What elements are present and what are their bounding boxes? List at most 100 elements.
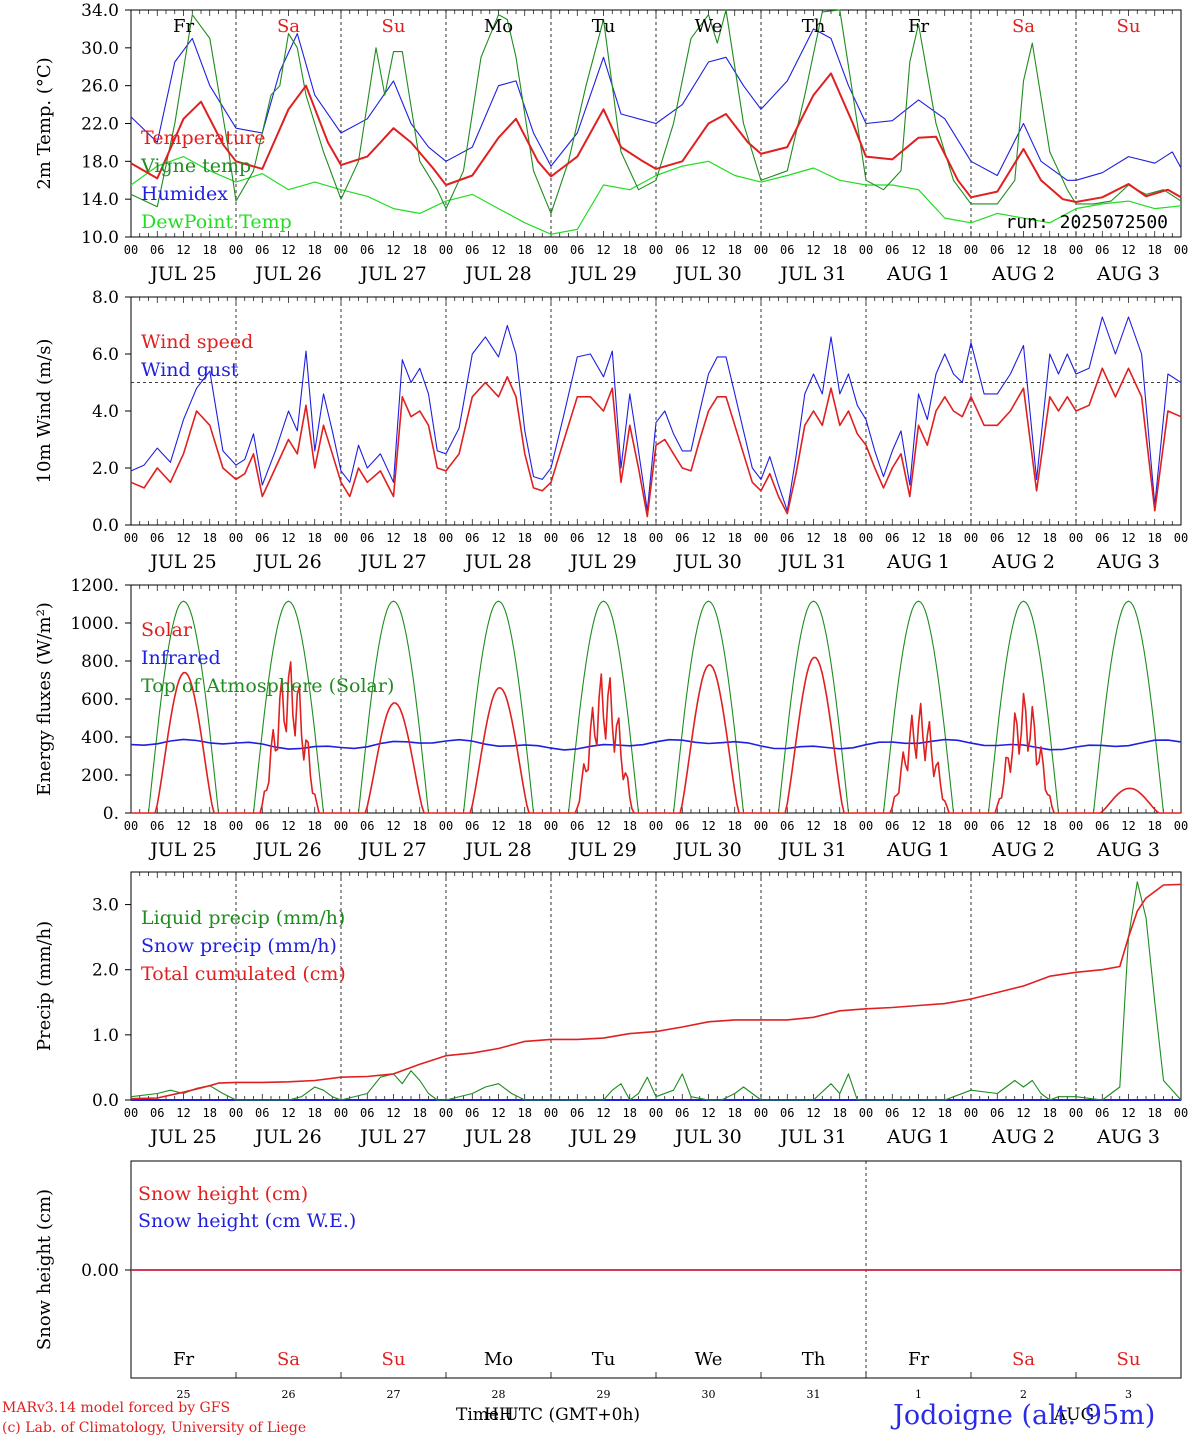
hour-tick-label: 12 [701, 531, 715, 545]
hour-tick-label: 00 [439, 1106, 453, 1120]
hour-tick-label: 12 [176, 531, 190, 545]
weekday-label: We [695, 16, 723, 37]
hour-tick-label: 00 [439, 531, 453, 545]
legend-wind-gust: Wind gust [141, 359, 239, 381]
hour-tick-label: 18 [518, 531, 532, 545]
hour-tick-label: 00 [124, 1106, 138, 1120]
y-tick-label: 26.0 [81, 77, 119, 97]
date-label: AUG 2 [991, 263, 1055, 285]
hour-tick-label: 00 [964, 243, 978, 257]
hour-tick-label: 12 [806, 243, 820, 257]
date-label: AUG 2 [991, 551, 1055, 573]
hour-tick-label: 00 [334, 531, 348, 545]
y-tick-label: 800. [81, 652, 119, 672]
hour-tick-label: 12 [1016, 819, 1030, 833]
y-tick-label: 6.0 [92, 345, 119, 365]
y-tick-label: 8.0 [92, 288, 119, 308]
date-label: JUL 30 [673, 551, 741, 573]
hour-tick-label: 18 [518, 1106, 532, 1120]
hour-tick-label: 18 [1043, 531, 1057, 545]
hour-tick-label: 06 [465, 243, 479, 257]
hour-tick-label: 06 [360, 243, 374, 257]
hour-tick-label: 00 [1069, 819, 1083, 833]
hour-tick-label: 06 [465, 531, 479, 545]
hour-tick-label: 12 [596, 531, 610, 545]
hour-tick-label: 00 [859, 819, 873, 833]
hour-tick-label: 06 [1095, 243, 1109, 257]
date-label: JUL 27 [358, 839, 426, 861]
date-label: JUL 30 [673, 1126, 741, 1148]
series-solar [131, 656, 1181, 814]
date-label: JUL 29 [568, 1126, 636, 1148]
date-label: JUL 28 [463, 551, 531, 573]
hour-tick-label: 12 [281, 819, 295, 833]
hour-tick-label: 00 [1174, 531, 1188, 545]
date-label: JUL 25 [148, 1126, 216, 1148]
hour-tick-label: 12 [701, 1106, 715, 1120]
weekday-label: Th [802, 16, 826, 37]
hour-tick-label: 12 [806, 1106, 820, 1120]
hour-tick-label: 06 [780, 243, 794, 257]
series-dewpoint-temp [130, 156, 1182, 235]
hour-tick-label: 06 [885, 819, 899, 833]
hour-tick-label: 00 [334, 243, 348, 257]
hour-tick-label: 12 [176, 819, 190, 833]
hour-tick-label: 06 [675, 819, 689, 833]
hour-tick-label: 06 [570, 819, 584, 833]
hour-tick-label: 12 [281, 1106, 295, 1120]
series-temperature [130, 72, 1182, 203]
legend-liquid-precip-mm-h: Liquid precip (mm/h) [141, 907, 345, 929]
hour-tick-label: 12 [806, 819, 820, 833]
weekday-label: Sa [1012, 1349, 1035, 1370]
hour-tick-label: 00 [334, 819, 348, 833]
weekday-label: Fr [908, 1349, 929, 1370]
hour-tick-label: 06 [150, 243, 164, 257]
hour-tick-label: 06 [150, 819, 164, 833]
y-tick-label: 400. [81, 728, 119, 748]
date-label: AUG 3 [1096, 1126, 1160, 1148]
weekday-label: Sa [277, 16, 300, 37]
date-label: JUL 30 [673, 839, 741, 861]
hour-tick-label: 00 [649, 243, 663, 257]
legend-snow-height-cm: Snow height (cm) [138, 1183, 308, 1205]
hour-tick-label: 18 [518, 243, 532, 257]
legend-wind-speed: Wind speed [141, 331, 253, 353]
hour-tick-label: 00 [334, 1106, 348, 1120]
hour-tick-label: 06 [780, 819, 794, 833]
date-label: JUL 27 [358, 263, 426, 285]
hour-tick-label: 18 [308, 1106, 322, 1120]
hour-tick-label: 00 [544, 243, 558, 257]
hour-tick-label: 00 [964, 531, 978, 545]
date-label: JUL 26 [253, 263, 321, 285]
hour-tick-label: 00 [1069, 243, 1083, 257]
hour-tick-label: 12 [1121, 243, 1135, 257]
hour-tick-label: 06 [465, 819, 479, 833]
hour-tick-label: 12 [911, 819, 925, 833]
hour-tick-label: 00 [964, 819, 978, 833]
hour-tick-label: 00 [754, 243, 768, 257]
y-tick-label: 1.0 [92, 1026, 119, 1046]
y-axis-label: 2m Temp. (°C) [34, 57, 55, 189]
y-tick-label: 3.0 [92, 896, 119, 916]
hour-tick-label: 00 [229, 243, 243, 257]
hour-tick-label: 18 [1148, 243, 1162, 257]
hour-tick-label: 18 [308, 531, 322, 545]
date-label: JUL 26 [253, 839, 321, 861]
hour-tick-label: 06 [990, 531, 1004, 545]
day-number-label: 27 [387, 1388, 401, 1401]
hour-tick-label: 06 [150, 1106, 164, 1120]
month-label: AUG [1054, 1405, 1095, 1425]
legend-infrared: Infrared [141, 647, 221, 669]
hour-tick-label: 00 [544, 819, 558, 833]
hour-tick-label: 12 [596, 243, 610, 257]
y-tick-label: 0.00 [81, 1261, 119, 1281]
weekday-label: Fr [908, 16, 929, 37]
legend-snow-height-cm-w-e: Snow height (cm W.E.) [138, 1210, 356, 1232]
hour-tick-label: 12 [491, 1106, 505, 1120]
hour-tick-label: 12 [176, 243, 190, 257]
hour-tick-label: 18 [203, 1106, 217, 1120]
hour-tick-label: 00 [124, 243, 138, 257]
hour-tick-label: 12 [491, 531, 505, 545]
hour-tick-label: 06 [255, 1106, 269, 1120]
